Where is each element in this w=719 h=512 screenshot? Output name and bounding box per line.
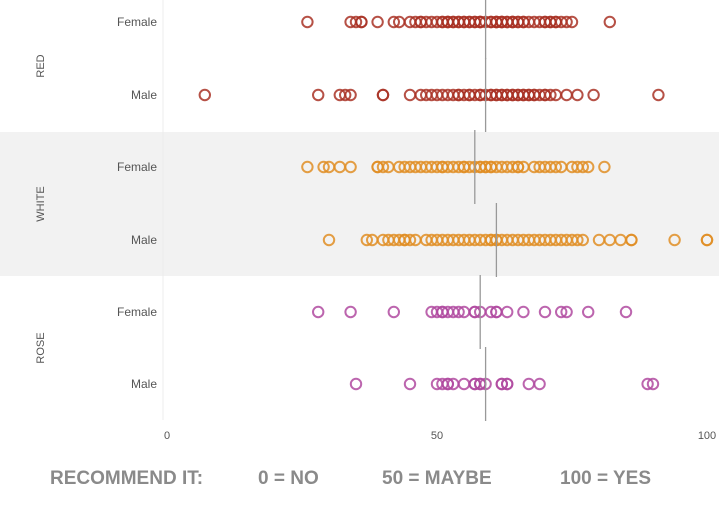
data-point [452, 305, 465, 319]
group-label-rose: ROSE [35, 332, 47, 363]
data-point [560, 305, 573, 319]
data-point [538, 305, 552, 319]
row-label: Male [131, 233, 157, 247]
data-point [646, 377, 660, 391]
data-point [317, 160, 330, 174]
data-point [344, 305, 357, 319]
data-point [511, 160, 525, 174]
data-point [403, 377, 417, 391]
data-point [571, 88, 584, 102]
row-label: Male [131, 88, 157, 102]
data-point [549, 160, 562, 174]
row-label: Female [117, 160, 157, 174]
data-point [571, 233, 584, 247]
data-point [582, 160, 595, 174]
group-label-red: RED [35, 54, 47, 77]
data-point [312, 88, 325, 102]
x-tick-label: 0 [164, 430, 170, 442]
data-point [668, 233, 681, 247]
data-point [387, 15, 400, 29]
legend-recommend: RECOMMEND IT: [50, 468, 204, 489]
data-point [501, 377, 514, 391]
band-white [0, 132, 719, 276]
data-point [700, 233, 714, 247]
row-label: Male [131, 377, 157, 391]
data-point [484, 305, 498, 319]
data-point [641, 377, 654, 391]
data-point [560, 15, 573, 29]
data-point [339, 88, 352, 102]
data-point [598, 160, 611, 174]
data-point [576, 233, 589, 247]
data-point [349, 15, 363, 29]
data-point [387, 305, 400, 319]
legend-no: 0 = NO [258, 468, 319, 489]
data-point [376, 88, 390, 102]
row-label: Female [117, 305, 157, 319]
data-point [603, 15, 616, 29]
data-point [565, 15, 579, 29]
row-label: Female [117, 15, 157, 29]
band-rose [0, 276, 719, 420]
band-red [0, 0, 719, 132]
data-point [360, 233, 373, 247]
data-point [625, 233, 638, 247]
data-point [544, 88, 557, 102]
x-tick-label: 100 [698, 430, 716, 442]
data-point [301, 15, 314, 29]
data-point [441, 377, 454, 391]
data-point [301, 160, 314, 174]
data-point [403, 233, 417, 247]
group-label-white: WHITE [35, 186, 47, 221]
data-point [322, 233, 336, 247]
x-tick-label: 50 [431, 430, 443, 442]
data-point [501, 305, 514, 319]
data-point [495, 377, 508, 391]
data-point [349, 377, 363, 391]
data-point [344, 88, 357, 102]
data-point [376, 160, 390, 174]
data-point [312, 305, 325, 319]
data-point [619, 305, 633, 319]
data-point [533, 377, 546, 391]
legend-maybe: 50 = MAYBE [382, 468, 492, 489]
legend-yes: 100 = YES [560, 468, 652, 489]
data-point [582, 305, 595, 319]
data-point [587, 88, 600, 102]
data-point [344, 160, 357, 174]
data-point [355, 15, 368, 29]
data-point [652, 88, 665, 102]
data-point [517, 305, 530, 319]
data-point [555, 305, 568, 319]
data-point [371, 15, 384, 29]
data-point [576, 160, 589, 174]
data-point [198, 88, 212, 102]
